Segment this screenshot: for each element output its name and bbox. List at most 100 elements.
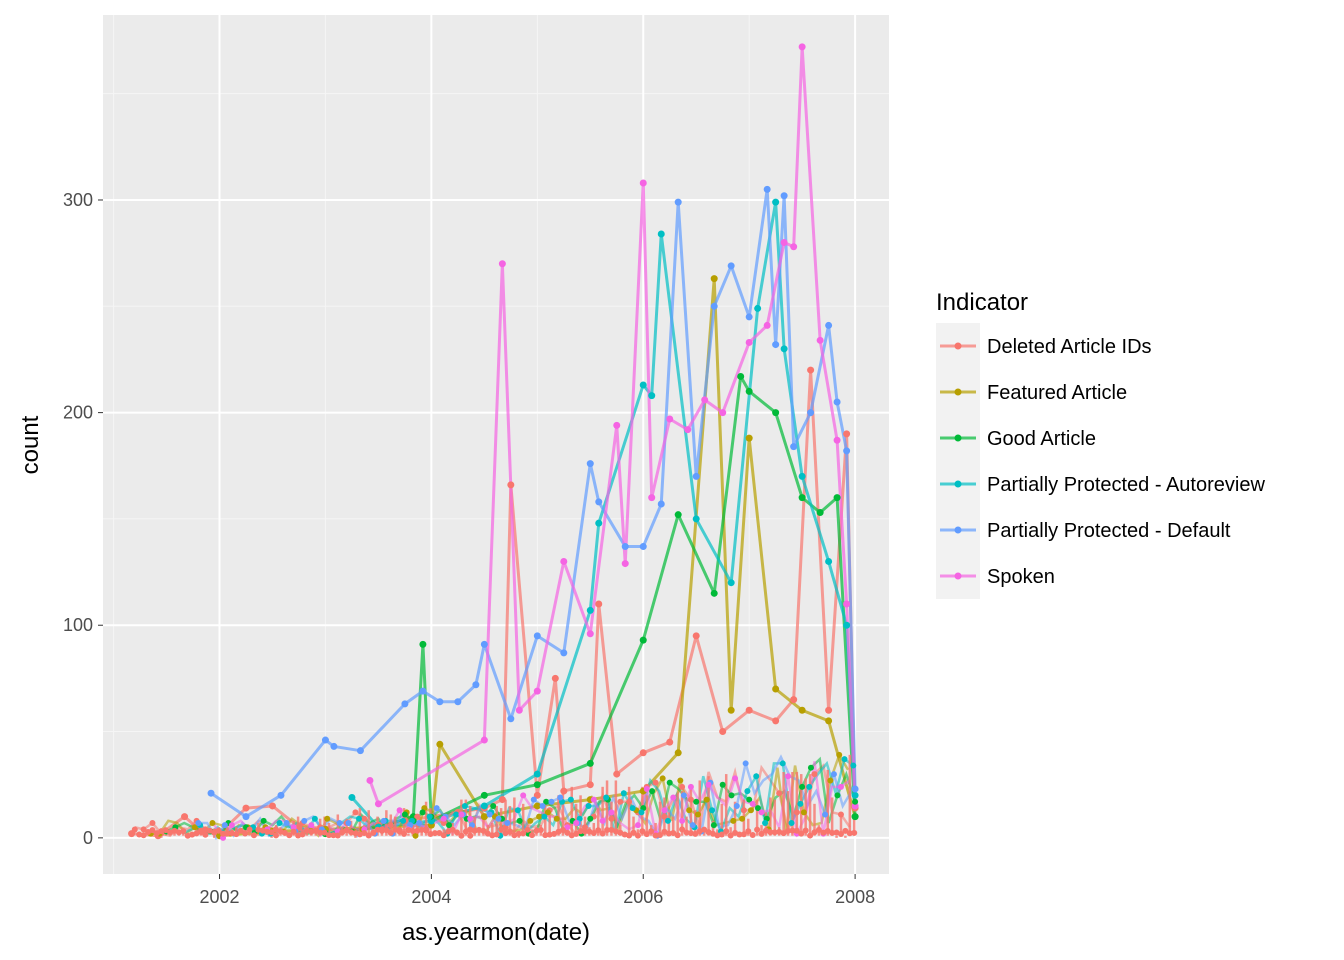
data-point bbox=[739, 815, 746, 822]
data-point bbox=[745, 338, 753, 346]
data-point bbox=[639, 636, 647, 644]
data-point bbox=[599, 817, 606, 824]
data-point bbox=[440, 819, 447, 826]
data-point bbox=[790, 243, 798, 251]
data-point bbox=[530, 796, 537, 803]
data-point bbox=[807, 409, 815, 417]
data-point bbox=[431, 830, 438, 837]
data-point bbox=[613, 770, 621, 778]
data-point bbox=[507, 715, 515, 723]
data-point bbox=[815, 826, 822, 833]
data-point bbox=[209, 819, 216, 826]
data-point bbox=[785, 827, 792, 834]
data-point bbox=[585, 802, 592, 809]
data-point bbox=[727, 706, 735, 714]
data-point bbox=[744, 788, 751, 795]
data-point bbox=[639, 381, 647, 389]
data-point bbox=[149, 827, 156, 834]
data-point bbox=[843, 600, 851, 608]
data-point bbox=[850, 762, 857, 769]
data-point bbox=[846, 830, 853, 837]
data-point bbox=[639, 749, 647, 757]
data-point bbox=[401, 830, 408, 837]
data-point bbox=[710, 589, 718, 597]
data-point bbox=[498, 260, 506, 268]
legend-key-point bbox=[954, 572, 962, 580]
y-axis-title: count bbox=[17, 415, 44, 474]
data-point bbox=[228, 822, 235, 829]
data-point bbox=[396, 807, 403, 814]
data-point bbox=[573, 819, 580, 826]
data-point bbox=[694, 811, 701, 818]
data-point bbox=[416, 819, 423, 826]
data-point bbox=[207, 789, 215, 797]
data-point bbox=[567, 796, 574, 803]
data-point bbox=[586, 759, 594, 767]
data-point bbox=[837, 783, 844, 790]
data-point bbox=[268, 829, 275, 836]
data-point bbox=[348, 793, 356, 801]
x-tick-label: 2006 bbox=[623, 887, 663, 907]
data-point bbox=[659, 775, 666, 782]
data-point bbox=[345, 819, 352, 826]
data-point bbox=[325, 832, 332, 839]
data-point bbox=[480, 640, 488, 648]
data-point bbox=[797, 800, 804, 807]
data-point bbox=[827, 777, 834, 784]
data-point bbox=[361, 829, 368, 836]
data-point bbox=[822, 811, 829, 818]
data-point bbox=[710, 822, 717, 829]
data-point bbox=[701, 396, 709, 404]
data-point bbox=[603, 794, 610, 801]
data-point bbox=[661, 807, 668, 814]
data-point bbox=[453, 829, 460, 836]
data-point bbox=[802, 827, 809, 834]
data-point bbox=[290, 828, 297, 835]
data-point bbox=[515, 830, 522, 837]
legend-label: Good Article bbox=[987, 428, 1096, 450]
data-point bbox=[533, 770, 541, 778]
data-point bbox=[790, 696, 798, 704]
data-point bbox=[290, 824, 297, 831]
data-point bbox=[453, 811, 460, 818]
data-point bbox=[789, 827, 796, 834]
data-point bbox=[486, 811, 493, 818]
data-point bbox=[799, 783, 806, 790]
data-point bbox=[851, 813, 859, 821]
data-point bbox=[785, 773, 792, 780]
data-point bbox=[544, 809, 551, 816]
data-point bbox=[851, 785, 859, 793]
data-point bbox=[798, 830, 805, 837]
data-point bbox=[657, 500, 665, 508]
data-point bbox=[507, 481, 515, 489]
data-point bbox=[670, 829, 677, 836]
data-point bbox=[560, 557, 568, 565]
data-point bbox=[472, 681, 480, 689]
data-point bbox=[772, 409, 780, 417]
data-point bbox=[433, 805, 440, 812]
data-point bbox=[581, 824, 588, 831]
data-point bbox=[595, 827, 602, 834]
data-point bbox=[740, 831, 747, 838]
data-point bbox=[533, 802, 541, 810]
data-point bbox=[648, 392, 656, 400]
data-point bbox=[195, 819, 202, 826]
data-point bbox=[686, 807, 693, 814]
data-point bbox=[215, 827, 222, 834]
data-point bbox=[277, 791, 285, 799]
data-point bbox=[330, 832, 337, 839]
data-point bbox=[458, 811, 465, 818]
data-point bbox=[719, 409, 727, 417]
data-point bbox=[763, 321, 771, 329]
data-point bbox=[639, 828, 646, 835]
data-point bbox=[436, 829, 443, 836]
data-point bbox=[308, 822, 315, 829]
data-point bbox=[837, 831, 844, 838]
x-tick-label: 2008 bbox=[835, 887, 875, 907]
data-point bbox=[851, 802, 859, 810]
data-point bbox=[629, 805, 636, 812]
data-point bbox=[755, 805, 761, 812]
data-point bbox=[639, 543, 647, 551]
data-point bbox=[564, 824, 571, 831]
data-point bbox=[533, 781, 541, 789]
